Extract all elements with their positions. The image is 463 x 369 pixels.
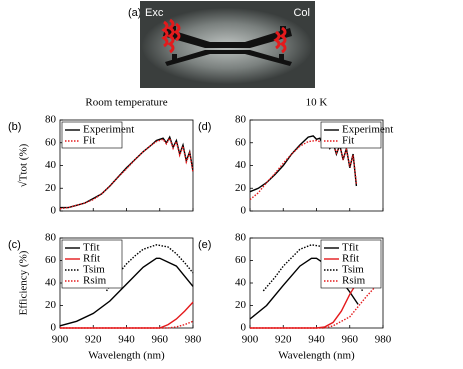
legend-label: Tsim — [342, 264, 364, 276]
legend-label: Rfit — [342, 253, 359, 265]
y-tick-label: 80 — [235, 114, 247, 126]
y-tick-label: 80 — [45, 232, 57, 244]
y-tick-label: 60 — [45, 136, 57, 148]
collection-beam — [273, 26, 287, 54]
y-tick-label: 40 — [235, 277, 247, 289]
waveguide — [165, 50, 292, 66]
y-tick-label: 40 — [45, 159, 57, 171]
x-tick-label: 920 — [275, 334, 292, 346]
panel-label: (e) — [198, 239, 211, 251]
panel-label: (a) — [128, 7, 141, 19]
chart-title: 10 K — [306, 97, 328, 109]
x-tick-label: 960 — [342, 334, 359, 346]
y-tick-label: 60 — [45, 254, 57, 266]
series-line — [250, 281, 381, 329]
legend-label: Tsim — [83, 264, 105, 276]
legend-label: Rsim — [342, 275, 366, 287]
y-tick-label: 0 — [51, 322, 57, 334]
series-line — [262, 244, 364, 293]
excitation-beam — [161, 18, 181, 54]
y-tick-label: 20 — [235, 299, 247, 311]
coupler — [280, 26, 286, 36]
legend-label: Tfit — [342, 242, 359, 254]
x-tick-label: 980 — [375, 334, 392, 346]
legend-box — [61, 121, 123, 149]
x-axis-label: Wavelength (nm) — [278, 350, 355, 362]
coupler — [279, 54, 284, 63]
x-tick-label: 940 — [118, 334, 135, 346]
legend-label: Fit — [342, 135, 354, 147]
series-line — [60, 301, 194, 329]
y-tick-label: 20 — [45, 299, 57, 311]
image-label: Exc — [145, 7, 164, 19]
legend-label: Fit — [83, 135, 95, 147]
series-line — [105, 244, 194, 292]
x-tick-label: 920 — [85, 334, 102, 346]
x-axis-label: Wavelength (nm) — [88, 350, 165, 362]
image-label: Col — [293, 7, 310, 19]
panel-label: (c) — [8, 239, 21, 251]
panel-a: (a) Exc Col — [128, 1, 315, 88]
y-axis-label: √Ttot (%) — [18, 143, 30, 187]
y-tick-label: 60 — [235, 136, 247, 148]
x-tick-label: 960 — [152, 334, 169, 346]
panel-label: (b) — [8, 121, 21, 133]
x-tick-label: 900 — [52, 334, 69, 346]
x-tick-label: 980 — [185, 334, 202, 346]
x-tick-label: 940 — [308, 334, 325, 346]
coupler — [172, 54, 177, 63]
y-tick-label: 80 — [235, 232, 247, 244]
series-line — [249, 139, 358, 201]
series-line — [59, 136, 194, 210]
y-tick-label: 20 — [45, 182, 57, 194]
y-tick-label: 0 — [241, 205, 247, 217]
legend-label: Experiment — [342, 124, 393, 136]
legend-label: Rfit — [83, 253, 100, 265]
y-tick-label: 40 — [235, 159, 247, 171]
chart-title: Room temperature — [85, 97, 167, 109]
y-tick-label: 0 — [51, 205, 57, 217]
y-tick-label: 60 — [235, 254, 247, 266]
legend-box — [320, 121, 382, 149]
panel-label: (d) — [198, 121, 211, 133]
y-tick-label: 80 — [45, 114, 57, 126]
y-tick-label: 20 — [235, 182, 247, 194]
x-tick-label: 900 — [242, 334, 259, 346]
legend-label: Tfit — [83, 242, 100, 254]
waveguide — [163, 28, 292, 48]
legend-label: Experiment — [83, 124, 134, 136]
series-line — [59, 257, 194, 327]
y-tick-label: 40 — [45, 277, 57, 289]
series-line — [60, 320, 194, 329]
y-axis-label: Efficiency (%) — [18, 250, 30, 315]
y-tick-label: 0 — [241, 322, 247, 334]
legend-label: Rsim — [83, 275, 107, 287]
